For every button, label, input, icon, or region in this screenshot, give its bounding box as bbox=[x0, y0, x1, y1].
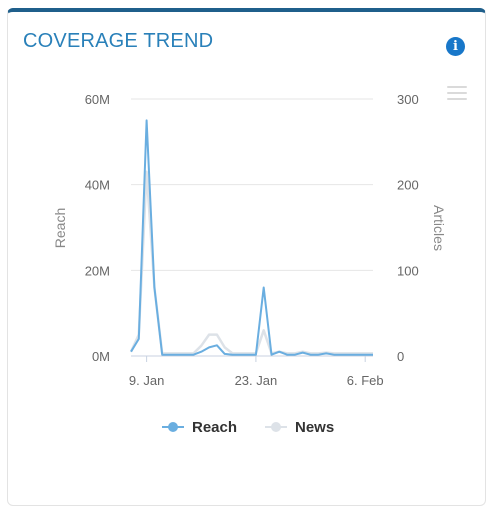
coverage-trend-card bbox=[7, 8, 486, 506]
y-left-tick-label: 20M bbox=[85, 263, 110, 278]
legend-label-news: News bbox=[295, 418, 335, 436]
x-tick-label: 23. Jan bbox=[235, 373, 278, 388]
y-right-tick-label: 100 bbox=[397, 263, 419, 278]
series-line-news[interactable] bbox=[129, 170, 373, 355]
x-tick-label: 9. Jan bbox=[129, 373, 164, 388]
legend-item-reach[interactable]: Reach bbox=[162, 417, 237, 437]
y-right-axis-label: Articles bbox=[431, 205, 447, 251]
y-left-tick-label: 60M bbox=[85, 92, 110, 107]
y-left-axis-label: Reach bbox=[52, 208, 68, 248]
series-layer bbox=[129, 119, 373, 356]
y-right-tick-label: 200 bbox=[397, 178, 419, 193]
gridlines bbox=[131, 98, 373, 357]
x-tick-label: 6. Feb bbox=[347, 373, 384, 388]
card-title: COVERAGE TREND bbox=[23, 30, 214, 52]
legend-item-news[interactable]: News bbox=[265, 417, 334, 437]
y-left-tick-label: 0M bbox=[92, 349, 110, 364]
y-right-tick-label: 300 bbox=[397, 92, 419, 107]
legend-swatch-reach bbox=[162, 420, 184, 434]
hamburger-menu-icon[interactable] bbox=[447, 86, 467, 102]
info-icon[interactable]: i bbox=[446, 37, 465, 56]
x-axis: 9. Jan 23. Jan 6. Feb bbox=[129, 356, 384, 388]
legend-label-reach: Reach bbox=[192, 418, 238, 436]
y-right-tick-label: 0 bbox=[397, 349, 404, 364]
y-left-axis: 0M 20M 40M 60M bbox=[85, 92, 110, 364]
legend-swatch-news bbox=[265, 420, 287, 434]
y-left-tick-label: 40M bbox=[85, 178, 110, 193]
series-line-reach[interactable] bbox=[130, 119, 373, 356]
y-right-axis: 0 100 200 300 bbox=[397, 92, 419, 364]
